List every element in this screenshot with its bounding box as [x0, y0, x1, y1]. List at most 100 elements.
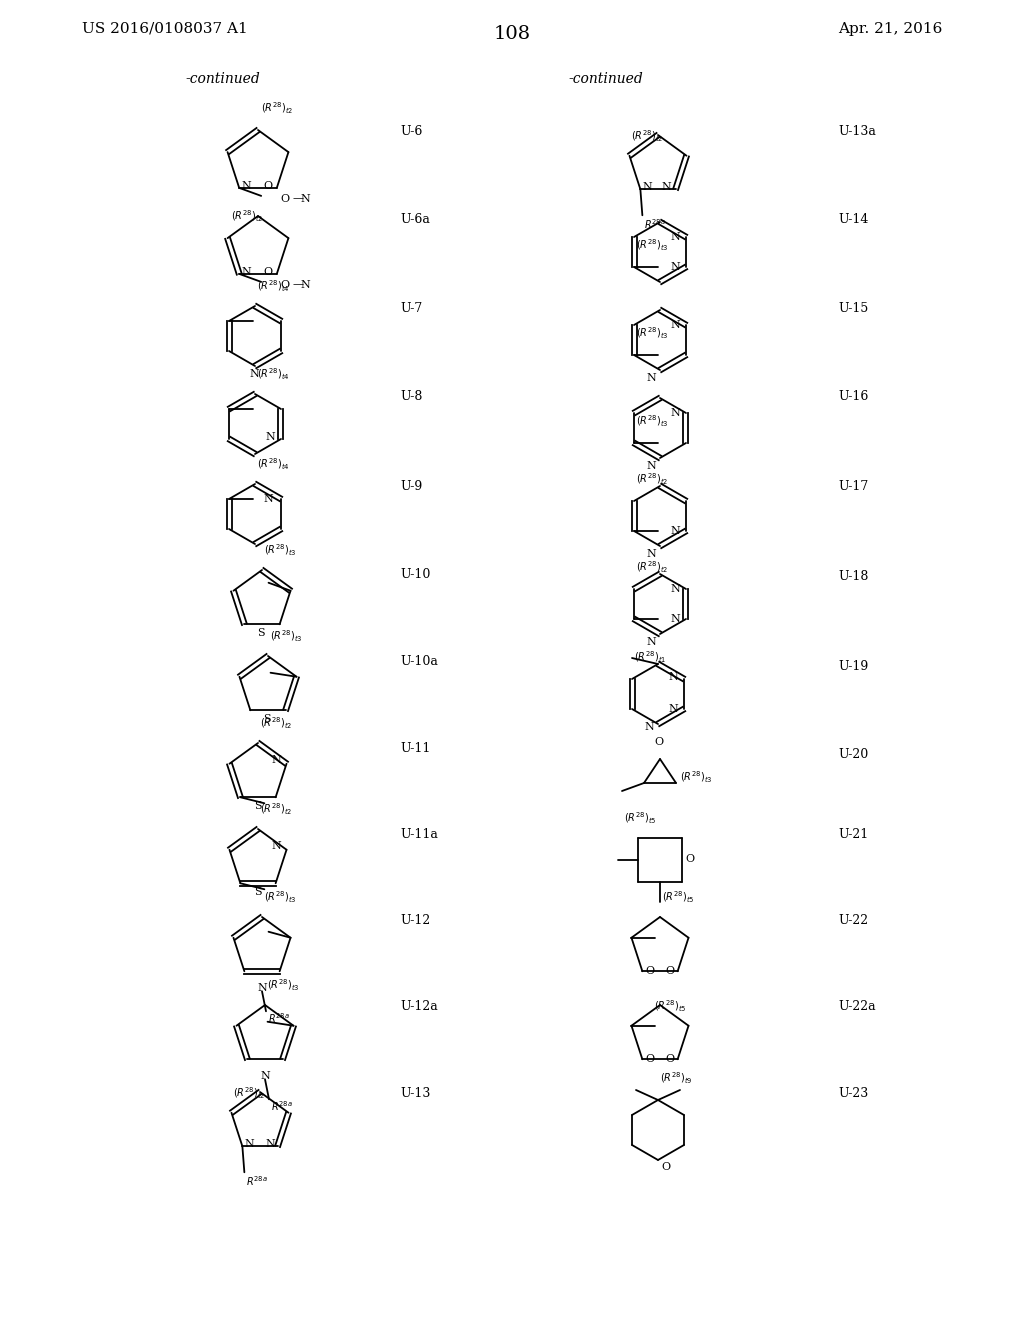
Text: $(R^{28})_{t1}$: $(R^{28})_{t1}$: [634, 649, 667, 665]
Text: N: N: [301, 280, 310, 290]
Text: O: O: [264, 181, 272, 191]
Text: N: N: [249, 370, 259, 379]
Text: N: N: [271, 755, 282, 764]
Text: $(R^{28})_{t3}$: $(R^{28})_{t3}$: [636, 238, 669, 253]
Text: $(R^{28})_{t4}$: $(R^{28})_{t4}$: [257, 367, 290, 381]
Text: N: N: [242, 267, 251, 277]
Text: —: —: [293, 193, 304, 203]
Text: U-22a: U-22a: [838, 1001, 876, 1012]
Text: $(R^{28})_{t2}$: $(R^{28})_{t2}$: [636, 471, 669, 487]
Text: U-11a: U-11a: [400, 828, 438, 841]
Text: N: N: [669, 672, 678, 682]
Text: N: N: [671, 408, 680, 418]
Text: O: O: [685, 854, 694, 865]
Text: U-8: U-8: [400, 389, 422, 403]
Text: N: N: [671, 525, 680, 536]
Text: N: N: [301, 194, 310, 203]
Text: $(R^{28})_{t3}$: $(R^{28})_{t3}$: [636, 413, 669, 429]
Text: N: N: [266, 1139, 275, 1150]
Text: U-6a: U-6a: [400, 213, 430, 226]
Text: $(R^{28})_{t3}$: $(R^{28})_{t3}$: [264, 890, 297, 906]
Text: U-13a: U-13a: [838, 125, 876, 139]
Text: U-22: U-22: [838, 913, 868, 927]
Text: O: O: [654, 737, 664, 747]
Text: U-6: U-6: [400, 125, 422, 139]
Text: U-12: U-12: [400, 913, 430, 927]
Text: N: N: [271, 841, 282, 850]
Text: N: N: [245, 1139, 254, 1150]
Text: N: N: [257, 983, 267, 993]
Text: U-10: U-10: [400, 568, 430, 581]
Text: U-23: U-23: [838, 1086, 868, 1100]
Text: U-19: U-19: [838, 660, 868, 673]
Text: $(R^{28})_{t2}$: $(R^{28})_{t2}$: [632, 128, 664, 144]
Text: S: S: [263, 714, 270, 725]
Text: $(R^{28})_{t2}$: $(R^{28})_{t2}$: [230, 209, 263, 224]
Text: O: O: [645, 966, 654, 977]
Text: $(R^{28})_{t2}$: $(R^{28})_{t2}$: [260, 801, 293, 817]
Text: N: N: [662, 182, 672, 193]
Text: O: O: [666, 1055, 675, 1064]
Text: O: O: [662, 1162, 670, 1172]
Text: N: N: [644, 722, 654, 733]
Text: $R^{28a}$: $R^{28a}$: [271, 1100, 293, 1113]
Text: U-7: U-7: [400, 302, 422, 315]
Text: N: N: [642, 182, 652, 193]
Text: S: S: [257, 628, 265, 639]
Text: —: —: [293, 279, 304, 289]
Text: U-10a: U-10a: [400, 655, 438, 668]
Text: U-16: U-16: [838, 389, 868, 403]
Text: $(R^{28})_{t4}$: $(R^{28})_{t4}$: [257, 279, 290, 294]
Text: US 2016/0108037 A1: US 2016/0108037 A1: [82, 22, 248, 36]
Text: $(R^{28})_{t2}$: $(R^{28})_{t2}$: [260, 715, 293, 731]
Text: N: N: [671, 261, 680, 272]
Text: $R^{28a}$: $R^{28a}$: [268, 1011, 290, 1026]
Text: S: S: [254, 801, 262, 812]
Text: $(R^{28})_{t3}$: $(R^{28})_{t3}$: [264, 543, 297, 558]
Text: $(R^{28})_{t2}$: $(R^{28})_{t2}$: [636, 560, 669, 576]
Text: Apr. 21, 2016: Apr. 21, 2016: [838, 22, 942, 36]
Text: U-21: U-21: [838, 828, 868, 841]
Text: $(R^{28})_{t2}$: $(R^{28})_{t2}$: [233, 1085, 266, 1101]
Text: $(R^{28})_{t5}$: $(R^{28})_{t5}$: [662, 890, 694, 906]
Text: $R^{28a}$: $R^{28a}$: [644, 218, 667, 231]
Text: O: O: [666, 966, 675, 977]
Text: N: N: [671, 583, 680, 594]
Text: U-9: U-9: [400, 480, 422, 492]
Text: N: N: [646, 374, 656, 383]
Text: N: N: [671, 319, 680, 330]
Text: 108: 108: [494, 25, 530, 44]
Text: $(R^{28})_{t4}$: $(R^{28})_{t4}$: [257, 457, 290, 473]
Text: O: O: [264, 267, 272, 277]
Text: N: N: [646, 638, 656, 647]
Text: O: O: [281, 194, 290, 203]
Text: N: N: [671, 614, 680, 624]
Text: -continued: -continued: [185, 73, 260, 86]
Text: S: S: [254, 887, 262, 898]
Text: U-18: U-18: [838, 570, 868, 583]
Text: U-14: U-14: [838, 213, 868, 226]
Text: O: O: [645, 1055, 654, 1064]
Text: N: N: [263, 494, 273, 504]
Text: $(R^{28})_{t3}$: $(R^{28})_{t3}$: [267, 978, 300, 993]
Text: O: O: [281, 280, 290, 290]
Text: N: N: [646, 549, 656, 558]
Text: $(R^{28})_{t2}$: $(R^{28})_{t2}$: [261, 100, 294, 116]
Text: $(R^{28})_{t9}$: $(R^{28})_{t9}$: [660, 1071, 692, 1086]
Text: N: N: [242, 181, 251, 191]
Text: $(R^{28})_{t5}$: $(R^{28})_{t5}$: [624, 810, 656, 826]
Text: N: N: [669, 704, 678, 714]
Text: $(R^{28})_{t3}$: $(R^{28})_{t3}$: [680, 770, 713, 784]
Text: $R^{28a}$: $R^{28a}$: [247, 1175, 268, 1188]
Text: U-11: U-11: [400, 742, 430, 755]
Text: $(R^{28})_{t3}$: $(R^{28})_{t3}$: [636, 326, 669, 341]
Text: $(R^{28})_{t3}$: $(R^{28})_{t3}$: [270, 628, 303, 644]
Text: $(R^{28})_{t5}$: $(R^{28})_{t5}$: [654, 998, 686, 1014]
Text: N: N: [646, 461, 656, 471]
Text: U-17: U-17: [838, 480, 868, 492]
Text: U-12a: U-12a: [400, 1001, 437, 1012]
Text: U-20: U-20: [838, 748, 868, 762]
Text: N: N: [671, 232, 680, 242]
Text: -continued: -continued: [568, 73, 643, 86]
Text: U-15: U-15: [838, 302, 868, 315]
